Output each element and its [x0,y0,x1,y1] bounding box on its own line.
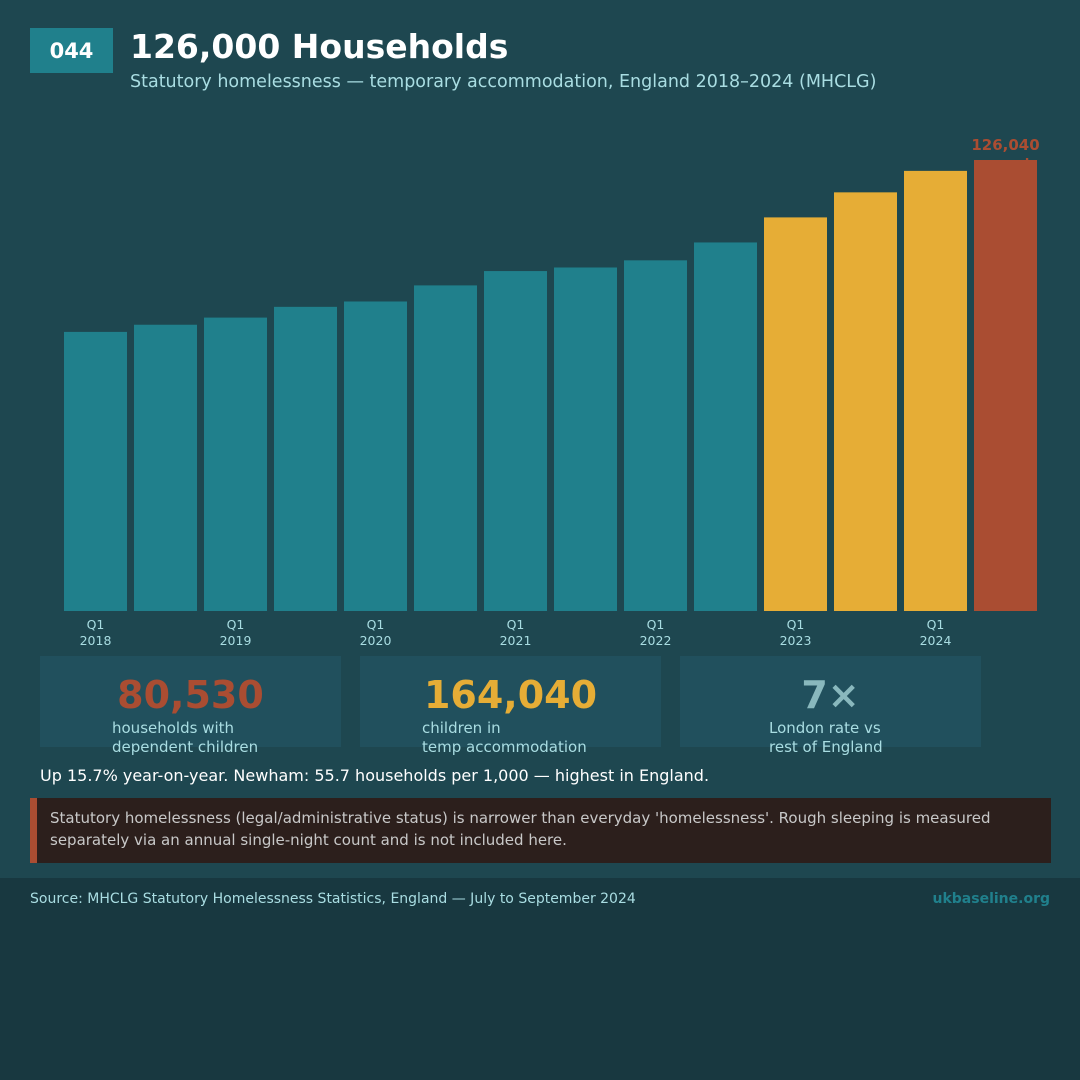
page-title: 126,000 Households [130,27,509,66]
definition-note: Statutory homelessness (legal/administra… [30,798,1051,863]
site-link[interactable]: ukbaseline.org [932,891,1051,907]
bar-3 [204,317,267,611]
bar-1 [64,331,127,611]
stat-card-london-rate: 7× London rate vs rest of England [680,656,981,756]
bar-5 [344,301,407,611]
bar-chart: recordQ12018Q12019Q12020Q12021Q12022Q120… [64,136,1040,648]
x-tick-label: 2019 [220,633,252,648]
bar-12 [834,192,897,611]
x-tick-label: Q1 [647,617,665,632]
bar-14 [974,160,1037,611]
bar-10 [694,242,757,612]
x-tick-label: 2018 [80,633,112,648]
bar-9 [624,260,687,611]
x-tick-label: Q1 [367,617,385,632]
source-text: Source: MHCLG Statutory Homelessness Sta… [30,891,636,907]
stat-card-children-temp-accommodation: 164,040 children in temp accommodation [360,656,661,756]
x-tick-label: Q1 [787,617,805,632]
x-tick-label: 2021 [500,633,532,648]
stat-card-dependent-children: 80,530 households with dependent childre… [40,656,341,756]
x-tick-label: 2022 [640,633,672,648]
stat-value: 80,530 [117,673,264,717]
issue-number-badge: 044 [30,28,113,73]
x-tick-label: 2020 [360,633,392,648]
annotation-value-label: 126,040 [971,136,1039,154]
bar-2 [134,324,197,611]
stat-label: children in temp accommodation [422,719,587,756]
x-tick-label: 2024 [920,633,952,648]
stat-value: 164,040 [423,673,598,717]
stat-label: London rate vs rest of England [769,719,883,756]
x-tick-label: Q1 [87,617,105,632]
note-accent-bar [30,798,37,863]
note-text: Statutory homelessness (legal/administra… [50,809,991,849]
bar-13 [904,170,967,611]
bar-6 [414,285,477,611]
bar-8 [554,267,617,611]
x-tick-label: Q1 [927,617,945,632]
summary-text: Up 15.7% year-on-year. Newham: 55.7 hous… [40,766,710,785]
x-tick-label: 2023 [780,633,812,648]
bar-4 [274,306,337,611]
bar-11 [764,217,827,611]
footer: Source: MHCLG Statutory Homelessness Sta… [0,878,1080,1080]
bar-7 [484,271,547,611]
stat-label: households with dependent children [112,719,259,756]
x-tick-label: Q1 [227,617,245,632]
page-subtitle: Statutory homelessness — temporary accom… [130,72,877,92]
x-tick-label: Q1 [507,617,525,632]
stat-value: 7× [801,673,860,717]
